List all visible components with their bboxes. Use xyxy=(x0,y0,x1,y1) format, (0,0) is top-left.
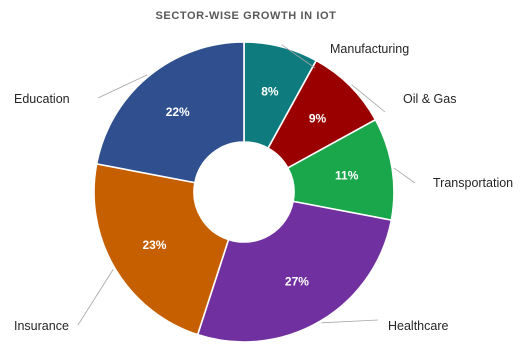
slice-transportation xyxy=(287,118,395,221)
value-label-transportation: 11% xyxy=(335,169,359,183)
category-label-education: Education xyxy=(14,92,70,106)
leader-line-manufacturing xyxy=(281,44,316,69)
slice-education xyxy=(95,41,245,184)
leader-line-insurance xyxy=(77,269,114,326)
slice-healthcare xyxy=(196,200,393,343)
value-label-manufacturing: 8% xyxy=(261,84,279,98)
category-label-insurance: Insurance xyxy=(14,319,69,333)
value-label-healthcare: 27% xyxy=(285,275,309,289)
category-label-healthcare: Healthcare xyxy=(388,319,448,333)
leader-line-education xyxy=(97,74,148,99)
leader-line-transportation xyxy=(393,167,416,184)
value-label-oil-gas: 9% xyxy=(309,111,327,125)
value-label-insurance: 23% xyxy=(142,238,166,252)
category-label-manufacturing: Manufacturing xyxy=(330,42,409,56)
category-label-oil-gas: Oil & Gas xyxy=(403,92,457,106)
slice-insurance xyxy=(93,163,230,336)
value-label-education: 22% xyxy=(166,105,190,119)
leader-line-healthcare xyxy=(321,319,379,324)
category-label-transportation: Transportation xyxy=(433,176,513,190)
chart-title: SECTOR-WISE GROWTH IN IOT xyxy=(155,10,336,22)
leader-line-oil-gas xyxy=(351,84,386,113)
